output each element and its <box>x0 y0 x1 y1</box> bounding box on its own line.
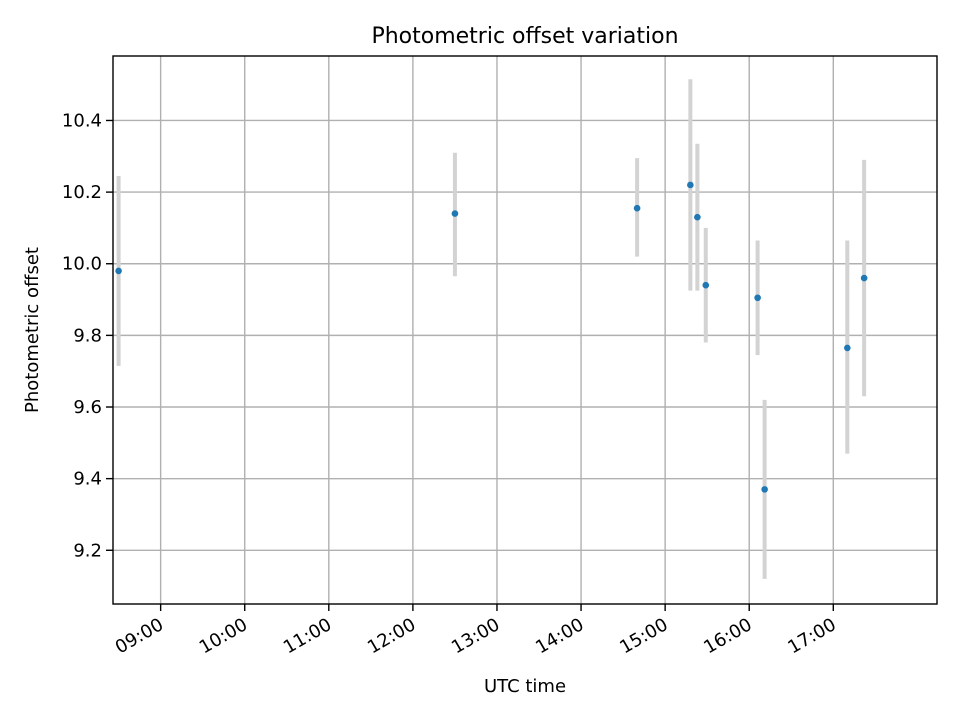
y-tick-label: 10.2 <box>62 182 102 203</box>
data-point <box>754 294 761 302</box>
data-point <box>844 344 851 352</box>
chart-title: Photometric offset variation <box>371 24 678 49</box>
data-point <box>694 213 701 221</box>
plot-frame <box>112 55 938 605</box>
y-axis-label: Photometric offset <box>22 247 43 413</box>
data-point <box>860 274 868 282</box>
grid-lines <box>113 56 937 604</box>
y-tick-label: 10.4 <box>62 110 102 131</box>
y-tick-label: 10.0 <box>62 254 102 275</box>
data-point <box>115 267 122 275</box>
y-tick-label: 9.2 <box>73 540 102 561</box>
y-tick-label: 9.4 <box>73 469 102 490</box>
data-point <box>633 204 641 212</box>
x-axis-label: UTC time <box>484 676 566 697</box>
y-tick-label: 9.8 <box>73 325 102 346</box>
y-tick-label: 9.6 <box>73 397 102 418</box>
data-points <box>115 181 868 493</box>
y-axis-ticks: 9.2 9.4 9.6 9.8 10.0 10.2 10.4 <box>62 110 113 561</box>
data-point <box>702 281 710 289</box>
data-point <box>761 486 768 493</box>
data-point <box>687 181 694 189</box>
data-point <box>451 210 459 217</box>
